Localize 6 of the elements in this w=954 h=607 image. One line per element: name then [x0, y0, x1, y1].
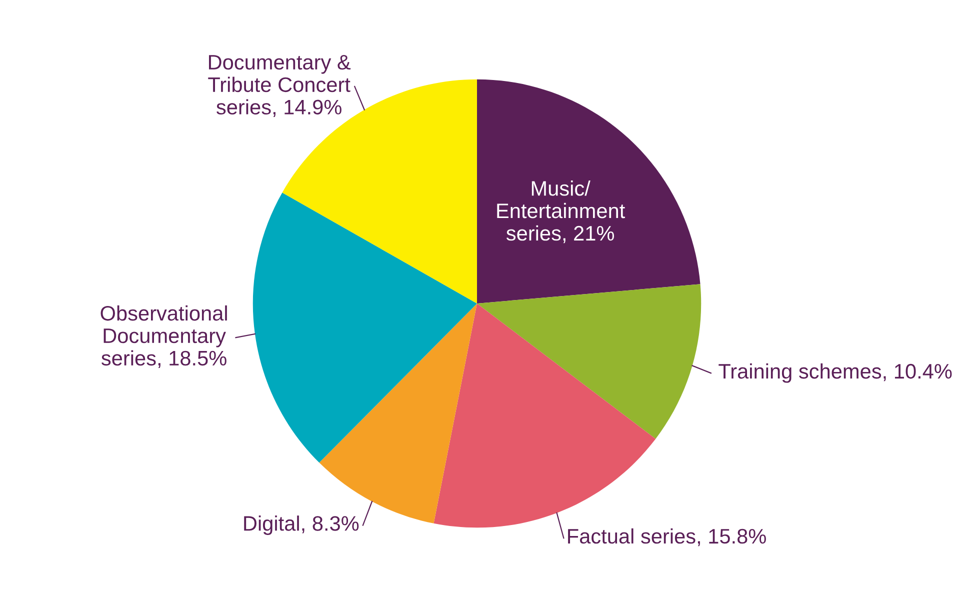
slice-label: Factual series, 15.8%	[568, 528, 766, 546]
slice-label: Training schemes, 10.4%	[718, 363, 952, 383]
slice-label: Documentary & Tribute Concert series, 14.9%	[208, 55, 351, 117]
slice-label: Observational Documentary series, 18.5%	[100, 305, 227, 368]
slice-label: Music/ Entertainment series, 21%	[497, 180, 626, 244]
slice-label: Digital, 8.3%	[244, 516, 359, 535]
